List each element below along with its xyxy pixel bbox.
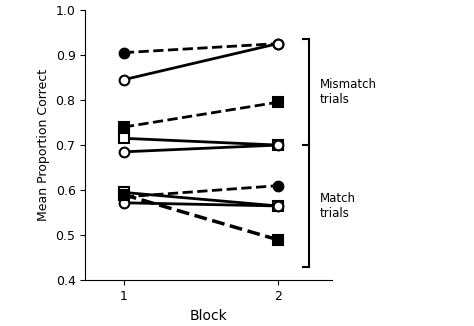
Text: Match
trials: Match trials <box>319 192 356 220</box>
Text: Mismatch
trials: Mismatch trials <box>319 78 376 106</box>
X-axis label: Block: Block <box>190 309 228 323</box>
Y-axis label: Mean Proportion Correct: Mean Proportion Correct <box>37 69 50 221</box>
